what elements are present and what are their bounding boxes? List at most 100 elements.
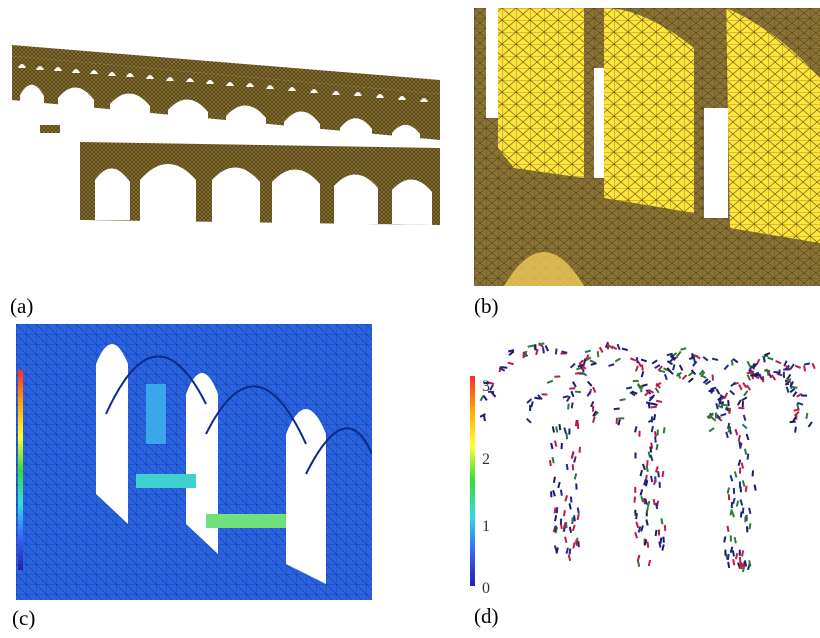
vector-stroke <box>700 374 707 379</box>
vector-stroke <box>746 360 752 367</box>
vector-stroke <box>743 560 748 567</box>
vector-stroke <box>647 559 652 567</box>
vector-stroke <box>653 478 657 486</box>
vector-stroke <box>537 394 543 401</box>
vector-stroke <box>567 403 570 410</box>
vector-stroke <box>785 386 790 393</box>
vector-stroke <box>708 389 715 393</box>
vector-stroke <box>733 471 738 478</box>
vector-stroke <box>711 374 715 381</box>
colorbar-d <box>470 376 475 586</box>
colorbar-c <box>18 370 23 570</box>
vector-stroke <box>584 349 591 354</box>
vector-stroke <box>687 377 694 383</box>
vector-stroke <box>739 511 743 518</box>
vector-stroke <box>611 345 618 350</box>
vector-stroke <box>574 371 582 375</box>
vector-stroke <box>629 391 636 397</box>
vector-stroke <box>694 354 701 360</box>
vector-stroke <box>635 521 640 529</box>
vector-stroke <box>793 408 800 412</box>
vector-stroke <box>526 417 532 424</box>
vector-stroke <box>789 387 796 394</box>
vector-stroke <box>737 434 742 442</box>
vector-stroke <box>644 390 650 397</box>
vector-stroke <box>672 364 676 371</box>
vector-stroke <box>581 363 586 371</box>
vector-stroke <box>554 348 558 355</box>
vector-stroke <box>640 525 644 532</box>
vector-stroke <box>608 363 615 367</box>
vector-stroke <box>675 371 682 377</box>
vector-stroke <box>571 381 577 388</box>
vector-stroke <box>576 513 580 521</box>
vector-stroke <box>637 360 642 368</box>
vector-stroke <box>653 414 657 421</box>
panel-c <box>16 324 372 600</box>
vector-stroke <box>573 473 578 480</box>
vector-stroke <box>552 476 556 483</box>
vector-stroke <box>551 457 555 464</box>
vector-stroke <box>598 346 604 353</box>
vector-stroke <box>746 453 750 460</box>
vector-stroke <box>635 357 639 364</box>
vector-stroke <box>663 524 667 532</box>
vector-stroke <box>643 498 646 505</box>
vector-stroke <box>744 485 748 493</box>
vector-stroke <box>550 442 554 450</box>
vector-stroke <box>706 413 713 419</box>
vector-stroke <box>659 369 666 373</box>
vector-stroke <box>508 349 515 353</box>
vector-stroke <box>731 510 735 518</box>
vector-stroke <box>796 401 804 406</box>
vector-stroke <box>636 554 641 562</box>
vector-stroke <box>794 364 802 369</box>
vector-stroke <box>785 377 792 384</box>
vector-stroke <box>771 374 777 381</box>
vector-stroke <box>572 542 576 549</box>
vector-stroke <box>758 374 764 381</box>
vector-stroke <box>617 419 621 426</box>
vector-stroke <box>723 536 727 543</box>
vector-stroke <box>680 347 687 351</box>
caption-c: (c) <box>12 606 36 630</box>
vector-stroke <box>670 354 676 360</box>
vector-stroke <box>741 565 746 573</box>
vector-stroke <box>649 454 654 462</box>
vector-stroke <box>715 388 721 395</box>
colorbar-tick: 0 <box>482 580 490 594</box>
vector-stroke <box>636 560 641 567</box>
vector-stroke <box>668 358 674 364</box>
vector-stroke <box>710 386 717 391</box>
vector-stroke <box>645 479 649 487</box>
vector-stroke <box>569 362 576 369</box>
vector-stroke <box>564 536 568 543</box>
vector-stroke <box>661 470 665 478</box>
vector-stroke <box>720 412 727 417</box>
vector-stroke <box>741 423 748 430</box>
vector-stroke <box>482 394 488 401</box>
vector-stroke <box>792 391 798 398</box>
vector-stroke <box>726 525 730 532</box>
vector-stroke <box>654 436 657 443</box>
vector-stroke <box>645 401 653 405</box>
vector-stroke <box>740 562 744 570</box>
vector-stroke <box>551 426 556 433</box>
vector-stroke <box>748 507 752 515</box>
vector-stroke <box>655 382 661 389</box>
panel-d: 3 2 1 0 <box>470 326 820 594</box>
vector-stroke <box>738 384 743 391</box>
vector-stroke <box>796 392 803 398</box>
vector-stroke <box>590 362 597 366</box>
vector-stroke <box>482 414 486 422</box>
vector-stroke <box>726 553 730 561</box>
vector-stroke <box>646 500 651 508</box>
vector-stroke <box>746 384 752 391</box>
vector-stroke <box>647 451 652 458</box>
vector-stroke <box>641 364 644 371</box>
vector-stroke <box>552 490 556 497</box>
vector-stroke <box>716 404 724 409</box>
vector-stroke <box>645 519 649 526</box>
aqueduct-pillar-closeup-icon <box>474 8 820 286</box>
vector-stroke <box>574 390 582 394</box>
